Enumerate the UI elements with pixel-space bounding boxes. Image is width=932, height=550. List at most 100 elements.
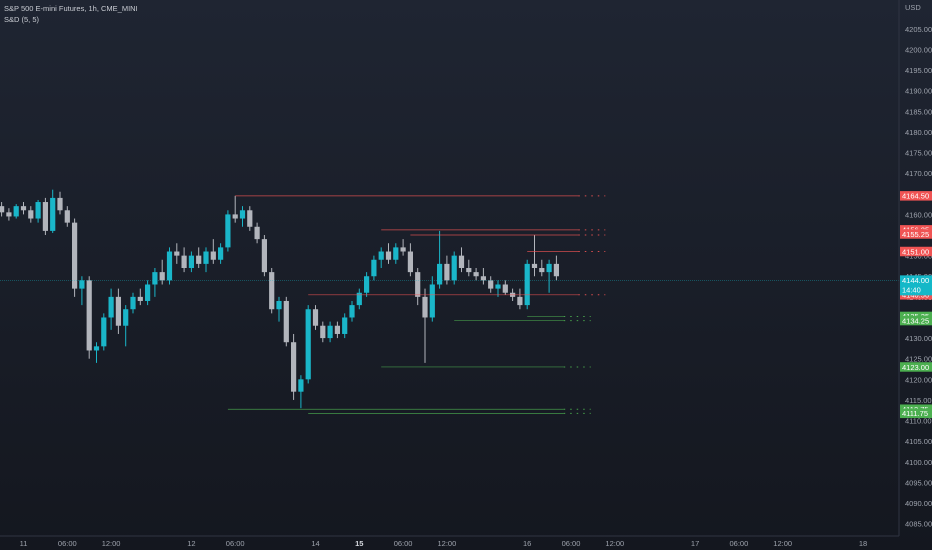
candle-body	[546, 263, 552, 273]
price-tick-label: 4130.00	[905, 334, 932, 343]
price-tick-label: 4095.00	[905, 478, 932, 487]
candle	[298, 375, 304, 409]
candle-body	[291, 342, 297, 392]
time-tick-label: 06:00	[226, 539, 245, 548]
candle-body	[57, 197, 63, 211]
candle-body	[261, 239, 267, 273]
price-tag-label: 4123.00	[902, 363, 929, 372]
candle-body	[174, 251, 180, 256]
candle	[320, 321, 326, 343]
candle-body	[320, 325, 326, 339]
candle	[539, 259, 545, 277]
price-tick-label: 4170.00	[905, 169, 932, 178]
candle	[291, 333, 297, 400]
price-tick-label: 4100.00	[905, 458, 932, 467]
candle	[437, 230, 443, 289]
candle	[42, 197, 48, 236]
time-tick-label: 06:00	[562, 539, 581, 548]
candle-body	[64, 210, 70, 223]
candle	[415, 268, 421, 306]
candle-body	[28, 210, 34, 219]
price-tag-label: 4134.25	[902, 316, 929, 325]
candle	[422, 288, 428, 363]
time-tick-label: 06:00	[58, 539, 77, 548]
candle	[531, 235, 538, 277]
candle	[225, 210, 231, 252]
candle	[232, 195, 238, 223]
candle	[524, 259, 530, 310]
candle	[488, 276, 494, 293]
candle-body	[196, 255, 202, 264]
candle	[174, 243, 180, 264]
candle	[86, 276, 92, 359]
candle	[261, 235, 267, 277]
price-tick-label: 4180.00	[905, 128, 932, 137]
candle-body	[13, 206, 19, 217]
price-tick-label: 4205.00	[905, 25, 932, 34]
supply-price-tag	[900, 229, 932, 239]
time-tick-label: 17	[691, 539, 699, 548]
price-tick-label: 4125.00	[905, 355, 932, 364]
price-tick-label: 4190.00	[905, 87, 932, 96]
price-tag-label: 4155.25	[902, 230, 929, 239]
price-tag-label: 4111.75	[902, 409, 928, 418]
candle	[72, 218, 78, 297]
candle	[188, 251, 194, 273]
candle-body	[152, 272, 158, 285]
candle	[312, 305, 319, 330]
indicator-label[interactable]: S&D (5, 5)	[4, 15, 40, 24]
demand-price-tag	[900, 315, 932, 326]
candle	[502, 280, 508, 295]
candle	[385, 243, 392, 264]
candle	[137, 288, 143, 306]
candle	[444, 255, 450, 285]
time-tick-label: 06:00	[730, 539, 749, 548]
candle	[327, 321, 333, 343]
candle	[130, 292, 136, 314]
candle	[108, 288, 114, 330]
candle	[546, 259, 552, 293]
candle	[400, 239, 406, 256]
candle-body	[108, 296, 114, 318]
candle-body	[79, 280, 85, 289]
candle-body	[42, 202, 48, 231]
candle-body	[393, 247, 399, 260]
candle	[393, 243, 399, 264]
candle-body	[130, 296, 136, 310]
candle	[473, 268, 479, 281]
price-tick-label: 4105.00	[905, 437, 932, 446]
candle	[152, 268, 158, 297]
candle-body	[298, 379, 304, 392]
candle-body	[415, 272, 421, 297]
candle-body	[159, 272, 165, 281]
candle-body	[437, 263, 443, 285]
candle-body	[385, 251, 392, 260]
supply-price-tag	[900, 191, 932, 201]
candle	[50, 189, 56, 233]
candle	[166, 247, 173, 285]
candle	[20, 202, 27, 215]
candle-body	[203, 251, 209, 264]
last-price-tag-bg	[900, 275, 932, 296]
symbol-title[interactable]: S&P 500 E-mini Futures, 1h, CME_MINI	[4, 4, 138, 13]
time-tick-label: 16	[523, 539, 531, 548]
candle-series	[0, 189, 559, 409]
time-tick-label: 18	[859, 539, 867, 548]
candle-body	[488, 280, 494, 289]
candle-body	[466, 268, 472, 273]
candle-body	[218, 247, 224, 260]
candle-body	[531, 263, 538, 268]
time-tick-label: 12:00	[102, 539, 121, 548]
candle	[466, 259, 472, 277]
time-axis[interactable]: 11 06:00 12:00 12 06:00 14 15 06:00 12:00 16 06:00…	[20, 539, 868, 548]
time-tick-label: 11	[20, 539, 28, 548]
price-tick-label: 4120.00	[905, 375, 932, 384]
candle	[407, 243, 413, 277]
candle-body	[101, 317, 107, 347]
bar-countdown-label: 14:40	[902, 286, 921, 295]
candle	[276, 296, 282, 322]
demand-price-tag	[900, 408, 932, 419]
candle	[79, 276, 85, 306]
candle-body	[422, 296, 428, 318]
